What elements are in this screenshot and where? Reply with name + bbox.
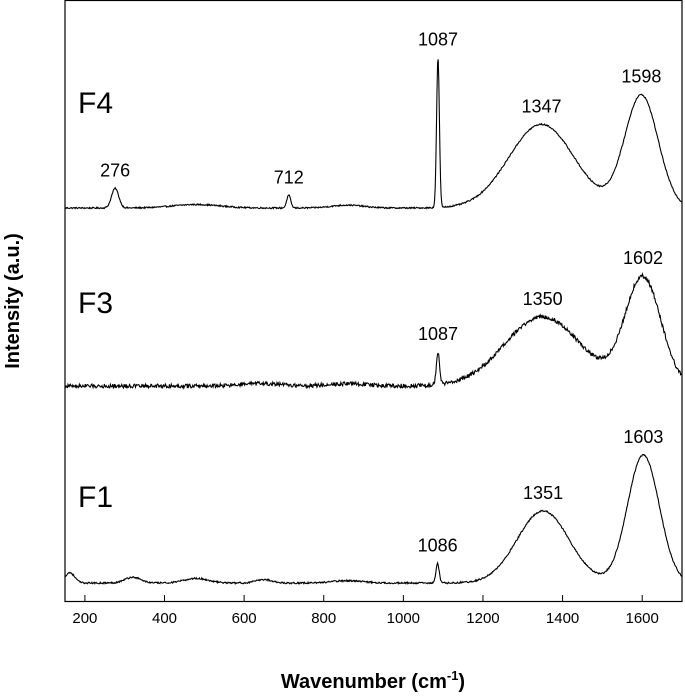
- x-tick-label: 1200: [466, 610, 499, 627]
- peak-label: 1598: [621, 67, 661, 87]
- peak-label: 712: [274, 167, 304, 187]
- series-line-f1: [64, 454, 683, 585]
- series-label-f3: F3: [78, 287, 113, 320]
- series-line-f3: [64, 272, 683, 391]
- x-axis-title-close: ): [458, 671, 465, 693]
- x-axis-title-main: Wavenumber (cm: [281, 671, 447, 693]
- x-tick-label: 400: [152, 610, 177, 627]
- peak-label: 1351: [523, 483, 563, 503]
- peak-label: 1602: [623, 248, 663, 268]
- series-line-f4: [64, 59, 683, 210]
- y-axis-title: Intensity (a.u.): [2, 233, 24, 369]
- peak-label: 276: [100, 160, 130, 180]
- x-axis-ticks: 200 400 600 800 1000 1200 1400 1600: [72, 595, 659, 627]
- x-tick-label: 1600: [626, 610, 659, 627]
- x-tick-label: 800: [311, 610, 336, 627]
- x-tick-label: 1400: [546, 610, 579, 627]
- series-label-f4: F4: [78, 87, 113, 120]
- x-axis-title-sup: -1: [447, 668, 459, 683]
- peak-label: 1087: [418, 324, 458, 344]
- peak-label: 1087: [418, 29, 458, 49]
- x-tick-label: 1000: [387, 610, 420, 627]
- x-axis-title: Wavenumber (cm-1): [281, 668, 465, 693]
- x-tick-label: 200: [72, 610, 97, 627]
- peak-label: 1086: [418, 535, 458, 555]
- series-layer: [64, 59, 683, 585]
- x-tick-label: 600: [232, 610, 257, 627]
- plot-frame: [64, 0, 683, 603]
- label-layer: F4 276 712 1087 1347 1598 F3 1087 1350 1602 F1 1086…: [78, 29, 663, 555]
- peak-label: 1350: [523, 289, 563, 309]
- peak-label: 1603: [623, 427, 663, 447]
- series-label-f1: F1: [78, 481, 113, 514]
- peak-label: 1347: [521, 96, 561, 116]
